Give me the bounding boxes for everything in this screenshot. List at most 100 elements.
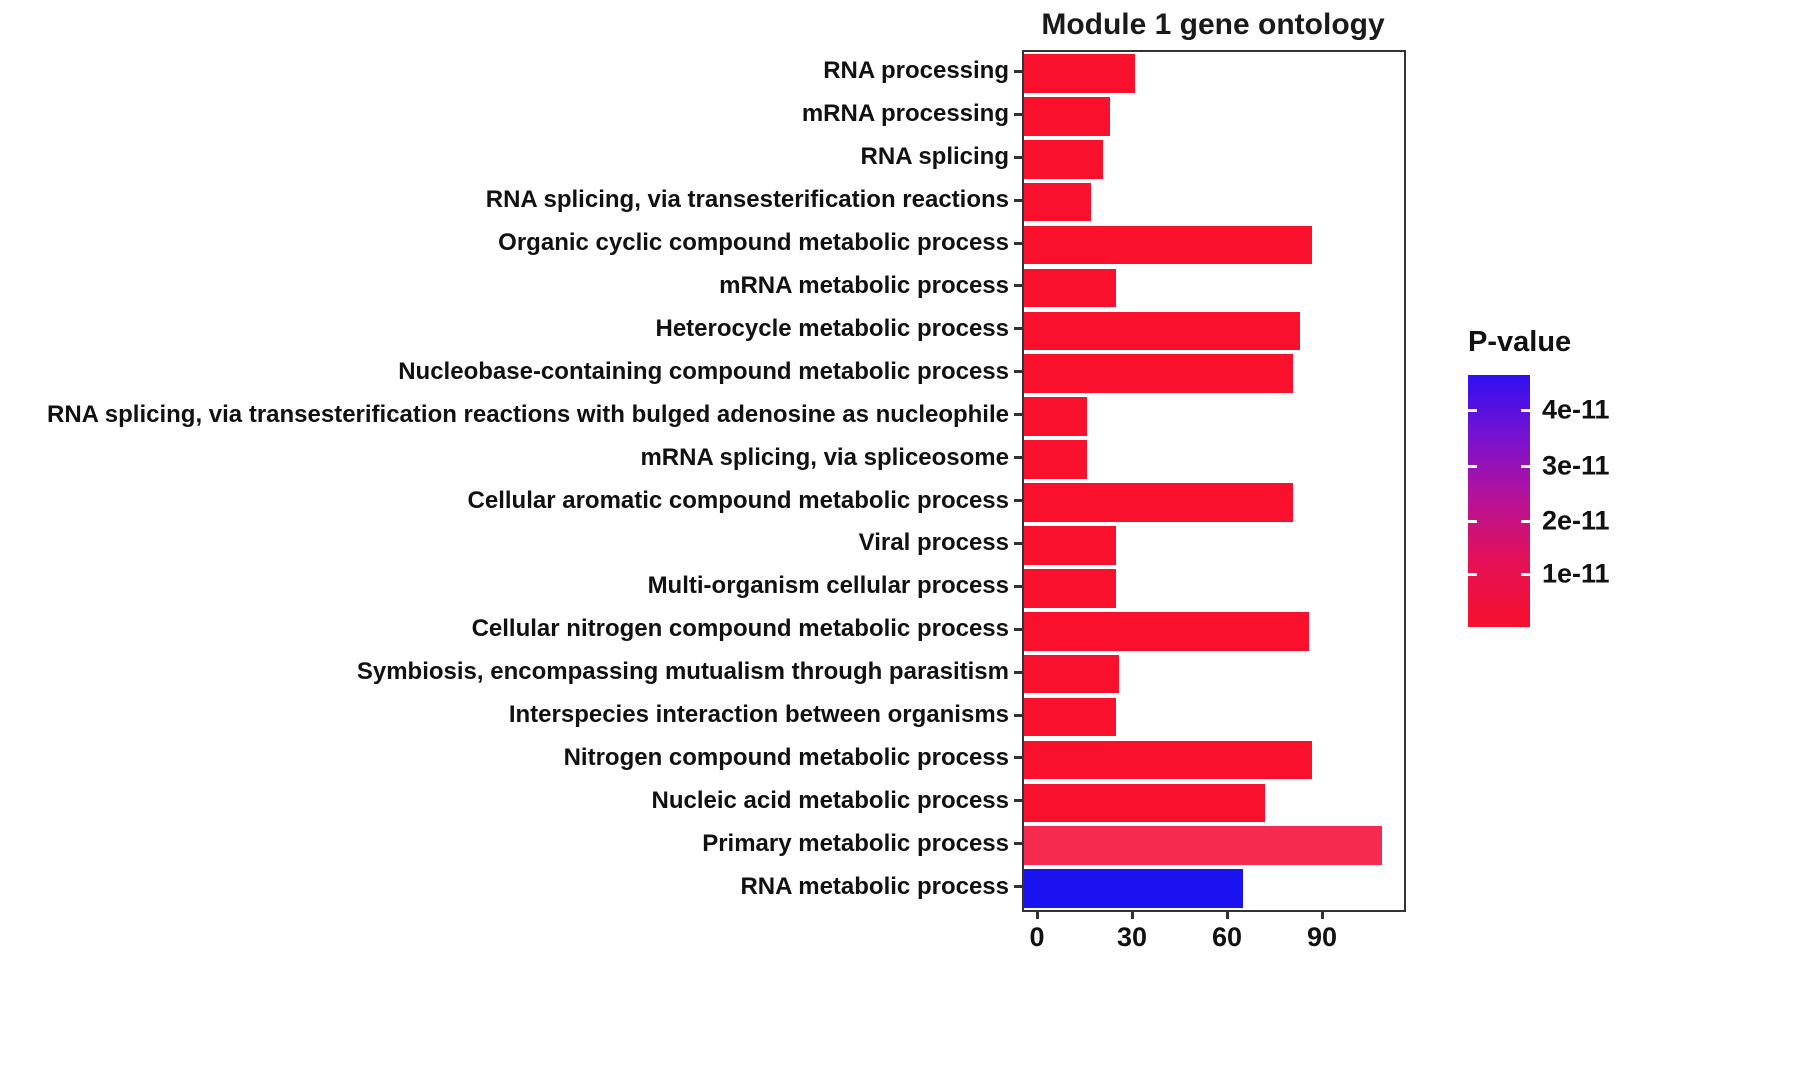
bar	[1024, 611, 1309, 651]
y-axis-tick	[1014, 627, 1022, 631]
y-axis-tick	[1014, 670, 1022, 674]
bar-row	[1024, 267, 1404, 310]
plot-panel	[1022, 50, 1406, 912]
y-axis-tick	[1014, 885, 1022, 889]
bar	[1024, 182, 1091, 222]
bar	[1024, 97, 1110, 136]
bar-row	[1024, 224, 1404, 267]
y-axis-tick	[1014, 584, 1022, 588]
y-axis-row: mRNA splicing, via spliceosome	[0, 436, 1022, 479]
bar-row	[1024, 781, 1404, 824]
bar-row	[1024, 309, 1404, 352]
y-axis-row: mRNA processing	[0, 93, 1022, 136]
y-axis-label: Nucleic acid metabolic process	[651, 786, 1009, 814]
y-axis-row: Viral process	[0, 522, 1022, 565]
y-axis-label: Interspecies interaction between organis…	[508, 701, 1009, 729]
bar-row	[1024, 95, 1404, 138]
y-axis-row: Symbiosis, encompassing mutualism throug…	[0, 651, 1022, 694]
y-axis-label: Nitrogen compound metabolic process	[563, 743, 1009, 771]
y-axis-tick	[1014, 842, 1022, 846]
y-axis-tick	[1014, 713, 1022, 717]
y-axis-label: RNA metabolic process	[740, 872, 1009, 900]
y-axis-tick	[1014, 370, 1022, 374]
y-axis-label: RNA splicing, via transesterification re…	[485, 186, 1009, 214]
y-axis-tick	[1014, 155, 1022, 159]
x-axis-tick	[1321, 910, 1324, 919]
legend-labels: 4e-11 3e-11 2e-11 1e-11	[1542, 375, 1662, 627]
y-axis-row: Organic cyclic compound metabolic proces…	[0, 222, 1022, 265]
legend-tick	[1521, 409, 1530, 413]
y-axis-tick	[1014, 413, 1022, 417]
y-axis-tick	[1014, 799, 1022, 803]
x-axis: 0 30 60 90	[1029, 910, 1417, 970]
y-axis-row: RNA metabolic process	[0, 865, 1022, 908]
bar	[1024, 268, 1116, 308]
legend-tick	[1468, 573, 1477, 577]
bar	[1024, 354, 1294, 394]
bar-row	[1024, 481, 1404, 524]
y-axis-row: Cellular aromatic compound metabolic pro…	[0, 479, 1022, 522]
bar	[1024, 311, 1300, 351]
x-axis-label: 0	[1029, 922, 1045, 952]
bar-row	[1024, 653, 1404, 696]
bar	[1024, 139, 1104, 179]
x-axis-label: 60	[1211, 922, 1243, 952]
bar-row	[1024, 524, 1404, 567]
y-axis-label: Multi-organism cellular process	[647, 572, 1009, 600]
chart-title: Module 1 gene ontology	[1041, 8, 1385, 41]
legend-tick	[1521, 573, 1530, 577]
y-axis-label: RNA splicing, via transesterification re…	[47, 400, 1009, 428]
x-axis-label: 30	[1116, 922, 1148, 952]
y-axis-label: Primary metabolic process	[702, 829, 1009, 857]
y-axis-label: Heterocycle metabolic process	[655, 314, 1010, 342]
legend-label: 2e-11	[1542, 505, 1610, 536]
y-axis-row: RNA splicing, via transesterification re…	[0, 393, 1022, 436]
y-axis-tick	[1014, 327, 1022, 331]
y-axis-row: Heterocycle metabolic process	[0, 307, 1022, 350]
y-axis-label: Viral process	[858, 529, 1009, 557]
y-axis-tick	[1014, 456, 1022, 460]
bar	[1024, 526, 1116, 565]
legend-tick	[1468, 520, 1477, 524]
legend-label: 4e-11	[1542, 394, 1610, 425]
bar	[1024, 654, 1119, 694]
y-axis-label: Cellular nitrogen compound metabolic pro…	[471, 615, 1009, 643]
x-axis-tick	[1036, 910, 1039, 919]
y-axis-tick	[1014, 756, 1022, 760]
y-axis-tick	[1014, 69, 1022, 73]
y-axis-label: mRNA splicing, via spliceosome	[640, 443, 1009, 471]
y-axis-row: Nitrogen compound metabolic process	[0, 737, 1022, 780]
bar	[1024, 225, 1313, 265]
y-axis-label: RNA splicing	[860, 143, 1009, 171]
bar	[1024, 54, 1135, 93]
y-axis: RNA processing mRNA processing RNA splicin…	[0, 50, 1022, 908]
y-axis-tick	[1014, 198, 1022, 202]
legend-label: 3e-11	[1542, 450, 1610, 481]
legend-body: 4e-11 3e-11 2e-11 1e-11	[1468, 375, 1610, 627]
bar-row	[1024, 867, 1404, 910]
bar	[1024, 826, 1382, 866]
y-axis-tick	[1014, 241, 1022, 245]
y-axis-row: Nucleic acid metabolic process	[0, 779, 1022, 822]
bar	[1024, 783, 1265, 823]
bar-row	[1024, 739, 1404, 782]
legend-gradient-bar	[1468, 375, 1530, 627]
bar-row	[1024, 352, 1404, 395]
y-axis-label: RNA processing	[823, 57, 1009, 85]
legend-tick	[1521, 520, 1530, 524]
y-axis-label: Cellular aromatic compound metabolic pro…	[467, 486, 1009, 514]
legend-label: 1e-11	[1542, 558, 1610, 589]
y-axis-row: Nucleobase-containing compound metabolic…	[0, 350, 1022, 393]
bar-row	[1024, 824, 1404, 867]
bar	[1024, 397, 1088, 436]
bar	[1024, 740, 1313, 780]
legend-title: P-value	[1468, 326, 1572, 358]
bar	[1024, 569, 1116, 608]
y-axis-row: Primary metabolic process	[0, 822, 1022, 865]
legend-tick	[1521, 464, 1530, 468]
y-axis-tick	[1014, 541, 1022, 545]
y-axis-row: mRNA metabolic process	[0, 265, 1022, 308]
bar-row	[1024, 52, 1404, 95]
legend: P-value 4e-11 3e-11 2e-11 1e-11	[1468, 326, 1610, 627]
